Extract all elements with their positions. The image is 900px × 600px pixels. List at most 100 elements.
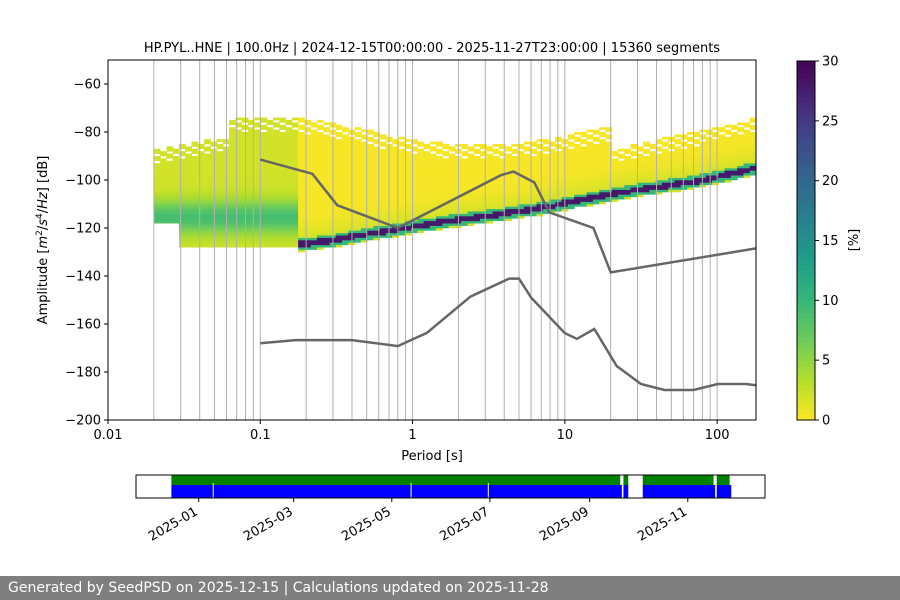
heatmap-cell xyxy=(492,163,500,166)
heatmap-cell xyxy=(235,192,243,195)
heatmap-cell xyxy=(304,230,312,234)
heatmap-cell xyxy=(323,220,330,224)
heatmap-cell xyxy=(354,144,362,147)
heatmap-cell xyxy=(398,170,406,174)
colorbar-segment xyxy=(797,288,815,295)
heatmap-cell xyxy=(216,216,224,219)
heatmap-cell xyxy=(536,177,544,181)
heatmap-cell xyxy=(473,182,481,186)
heatmap-cell xyxy=(498,151,506,154)
heatmap-cell xyxy=(273,242,280,246)
heatmap-cell xyxy=(404,230,412,234)
heatmap-cell xyxy=(480,144,487,147)
heatmap-cell xyxy=(367,232,374,236)
heatmap-cell xyxy=(429,187,437,190)
heatmap-cell xyxy=(429,175,437,178)
heatmap-cell xyxy=(304,151,312,154)
heatmap-cell xyxy=(586,172,594,176)
heatmap-cell xyxy=(549,156,556,159)
heatmap-cell xyxy=(498,192,506,195)
heatmap-cell xyxy=(423,228,431,231)
heatmap-cell xyxy=(473,216,481,219)
heatmap-cell xyxy=(266,225,274,229)
heatmap-cell xyxy=(492,165,500,169)
heatmap-cell xyxy=(611,177,619,181)
heatmap-cell xyxy=(473,165,481,169)
heatmap-cell xyxy=(304,158,312,162)
heatmap-cell xyxy=(197,244,205,248)
colorbar-segment xyxy=(797,408,815,415)
heatmap-cell xyxy=(266,220,274,224)
heatmap-cell xyxy=(260,172,268,176)
heatmap-cell xyxy=(630,146,638,150)
heatmap-cell xyxy=(216,151,224,154)
heatmap-cell xyxy=(166,156,174,159)
heatmap-cell xyxy=(542,141,550,145)
heatmap-cell xyxy=(367,177,374,181)
heatmap-cell xyxy=(285,175,293,178)
heatmap-cell xyxy=(411,170,418,174)
heatmap-cell xyxy=(498,208,506,212)
heatmap-cell xyxy=(298,199,305,202)
heatmap-cell xyxy=(160,199,167,202)
heatmap-cell xyxy=(674,187,682,190)
heatmap-cell xyxy=(580,158,588,162)
heatmap-cell xyxy=(235,199,243,202)
heatmap-cell xyxy=(323,218,330,222)
heatmap-cell xyxy=(699,165,707,169)
heatmap-cell xyxy=(392,141,399,145)
colorbar-tick-label: 15 xyxy=(822,234,839,249)
heatmap-cell xyxy=(285,153,293,157)
psd-coverage-bar xyxy=(623,475,629,485)
heatmap-cell xyxy=(279,117,287,121)
heatmap-cell xyxy=(404,168,412,171)
heatmap-cell xyxy=(530,192,537,195)
heatmap-cell xyxy=(505,163,512,166)
heatmap-cell xyxy=(511,208,519,212)
heatmap-cell xyxy=(655,172,663,176)
heatmap-cell xyxy=(555,136,563,140)
heatmap-cell xyxy=(630,160,638,164)
colorbar-tick-label: 10 xyxy=(822,294,839,309)
heatmap-cell xyxy=(448,208,456,212)
heatmap-cell xyxy=(360,194,368,198)
heatmap-cell xyxy=(285,146,293,150)
heatmap-cell xyxy=(511,192,519,195)
heatmap-cell xyxy=(523,211,531,214)
heatmap-cell xyxy=(417,175,425,178)
heatmap-cell xyxy=(260,235,268,238)
heatmap-cell xyxy=(160,172,167,176)
heatmap-cell xyxy=(298,244,305,248)
heatmap-cell xyxy=(580,180,588,183)
heatmap-cell xyxy=(442,158,450,162)
heatmap-cell xyxy=(398,211,406,214)
heatmap-cell xyxy=(712,127,719,130)
heatmap-cell xyxy=(172,172,180,176)
heatmap-cell xyxy=(260,206,268,210)
heatmap-cell xyxy=(160,211,167,214)
heatmap-cell xyxy=(197,220,205,224)
heatmap-cell xyxy=(304,146,312,150)
heatmap-cell xyxy=(216,194,224,198)
heatmap-cell xyxy=(273,182,280,186)
heatmap-cell xyxy=(523,196,531,200)
heatmap-cell xyxy=(160,192,167,195)
heatmap-cell xyxy=(404,165,412,169)
heatmap-cell xyxy=(429,168,437,171)
heatmap-cell xyxy=(618,184,625,188)
heatmap-cell xyxy=(235,182,243,186)
heatmap-cell xyxy=(505,175,512,178)
heatmap-cell xyxy=(517,189,525,193)
heatmap-cell xyxy=(291,232,299,236)
heatmap-cell xyxy=(204,170,211,174)
heatmap-cell xyxy=(523,146,531,150)
heatmap-cell xyxy=(655,153,663,157)
heatmap-cell xyxy=(285,151,293,154)
heatmap-cell xyxy=(210,158,218,162)
heatmap-cell xyxy=(360,240,368,243)
heatmap-cell xyxy=(599,172,606,176)
heatmap-cell xyxy=(247,187,255,190)
heatmap-cell xyxy=(367,213,374,217)
data-coverage-bar xyxy=(642,485,716,498)
heatmap-cell xyxy=(404,160,412,164)
